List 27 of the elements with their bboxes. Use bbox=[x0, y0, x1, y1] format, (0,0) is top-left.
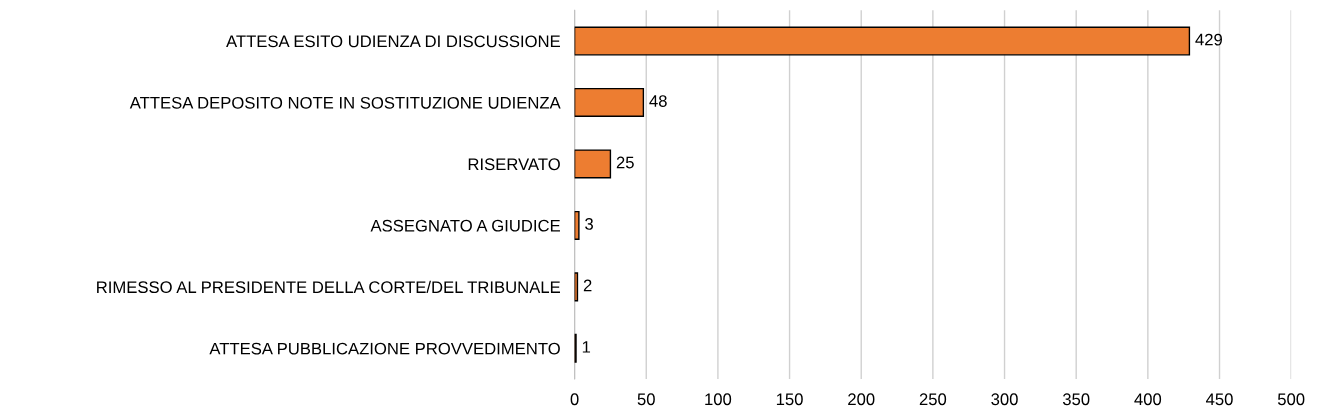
bar bbox=[574, 210, 580, 240]
data-label: 2 bbox=[583, 279, 592, 292]
data-label: 429 bbox=[1195, 33, 1222, 46]
x-tick-label: 150 bbox=[776, 393, 803, 406]
y-tick-label: RISERVATO bbox=[468, 158, 560, 171]
data-label: 3 bbox=[585, 218, 593, 230]
x-tick-label: 300 bbox=[991, 393, 1018, 406]
data-label: 25 bbox=[616, 156, 634, 169]
y-tick-label: ATTESA PUBBLICAZIONE PROVVEDIMENTO bbox=[209, 342, 560, 355]
x-tick-label: 50 bbox=[637, 393, 655, 406]
x-tick-label: 200 bbox=[848, 393, 875, 406]
x-tick-label: 350 bbox=[1062, 393, 1090, 406]
bar bbox=[574, 87, 645, 118]
y-tick-label: RIMESSO AL PRESIDENTE DELLA CORTE/DEL TRIBUNALE bbox=[97, 280, 560, 294]
data-label: 48 bbox=[649, 95, 667, 107]
y-tick-label: ATTESA ESITO UDIENZA DI DISCUSSIONE bbox=[226, 35, 560, 48]
x-tick-label: 400 bbox=[1134, 393, 1162, 406]
x-tick-label: 0 bbox=[570, 393, 579, 406]
y-tick-label: ATTESA DEPOSITO NOTE IN SOSTITUZIONE UDIENZA bbox=[129, 96, 561, 109]
bar bbox=[574, 26, 1191, 56]
x-tick-label: 100 bbox=[705, 393, 732, 406]
data-label: 1 bbox=[582, 341, 591, 353]
y-tick-label: ASSEGNATO A GIUDICE bbox=[370, 219, 560, 232]
x-tick-label: 250 bbox=[919, 393, 947, 406]
x-tick-label: 450 bbox=[1205, 393, 1233, 406]
bar bbox=[574, 149, 612, 179]
x-tick-label: 500 bbox=[1277, 393, 1305, 406]
